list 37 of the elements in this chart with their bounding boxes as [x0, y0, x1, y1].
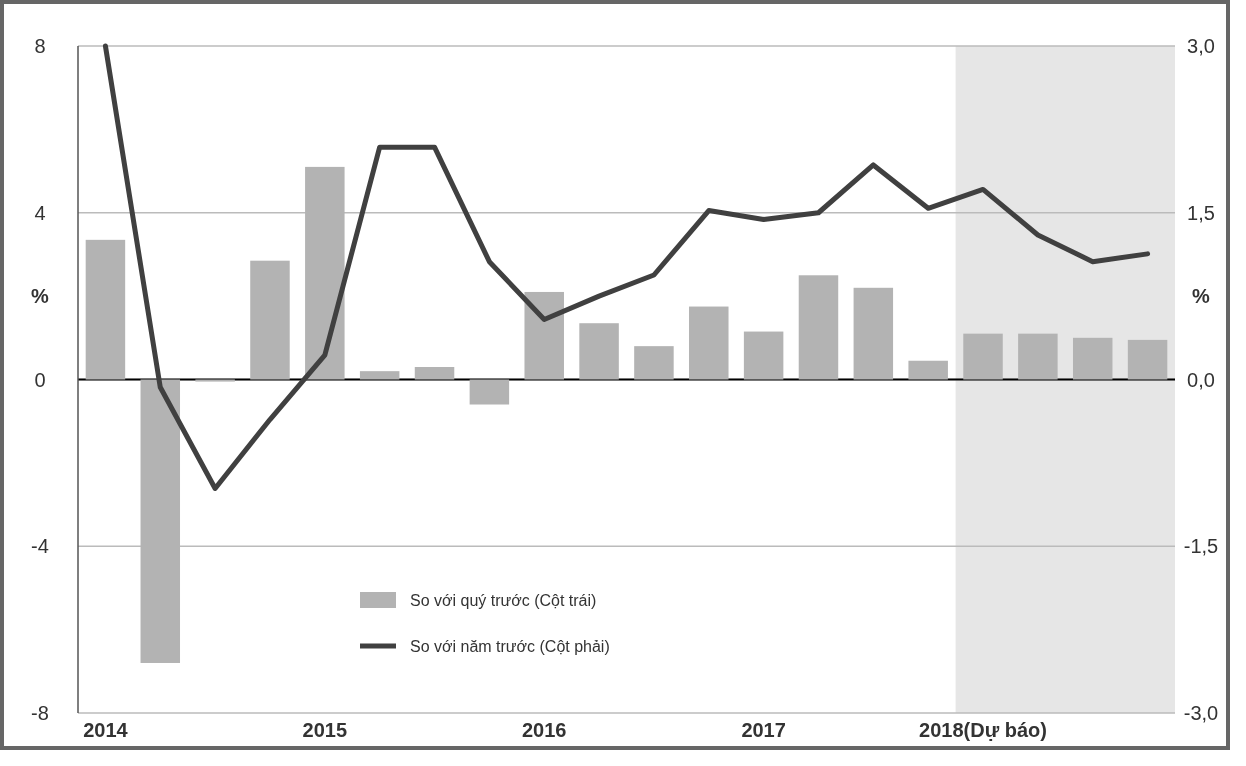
y-tick-label: 8: [34, 35, 46, 57]
y2-tick-label: 1,5: [1187, 201, 1215, 224]
y2-tick-label: 0,0: [1187, 368, 1215, 391]
y2-tick-label: -3,0: [1183, 702, 1219, 724]
y-axis-title: %: [31, 285, 50, 308]
x-tick-label: 2016: [521, 719, 567, 741]
bar: [524, 291, 564, 380]
bar: [250, 260, 290, 380]
x-tick-label: 2014: [83, 719, 129, 741]
x-tick-label: 2018(Dự báo): [919, 719, 1047, 741]
bar: [579, 323, 619, 380]
bar: [414, 366, 455, 380]
legend-label: So với năm trước (Cột phải): [410, 637, 610, 655]
bar: [634, 346, 674, 380]
y-tick-label: 4: [34, 201, 46, 224]
bar: [195, 379, 235, 382]
bar: [1127, 339, 1168, 380]
bar: [853, 287, 894, 380]
x-tick-label: 2015: [302, 719, 348, 741]
y2-tick-label: -1,5: [1183, 535, 1219, 558]
bar: [908, 360, 948, 380]
y2-axis-title: %: [1192, 285, 1211, 308]
y-tick-label: 0: [34, 368, 46, 391]
bar: [963, 333, 1003, 380]
y-tick-label: -8: [31, 702, 49, 724]
y-tick-label: -4: [31, 535, 49, 558]
bar: [85, 239, 126, 380]
y2-tick-label: 3,0: [1187, 35, 1215, 57]
bar: [1072, 337, 1113, 380]
legend-label: So với quý trước (Cột trái): [410, 591, 597, 609]
x-tick-label: 2017: [741, 719, 786, 741]
bar: [798, 275, 839, 380]
bar: [689, 306, 729, 380]
bar: [469, 379, 510, 405]
bar: [359, 371, 400, 380]
bar: [1018, 333, 1058, 380]
bar: [743, 331, 784, 380]
